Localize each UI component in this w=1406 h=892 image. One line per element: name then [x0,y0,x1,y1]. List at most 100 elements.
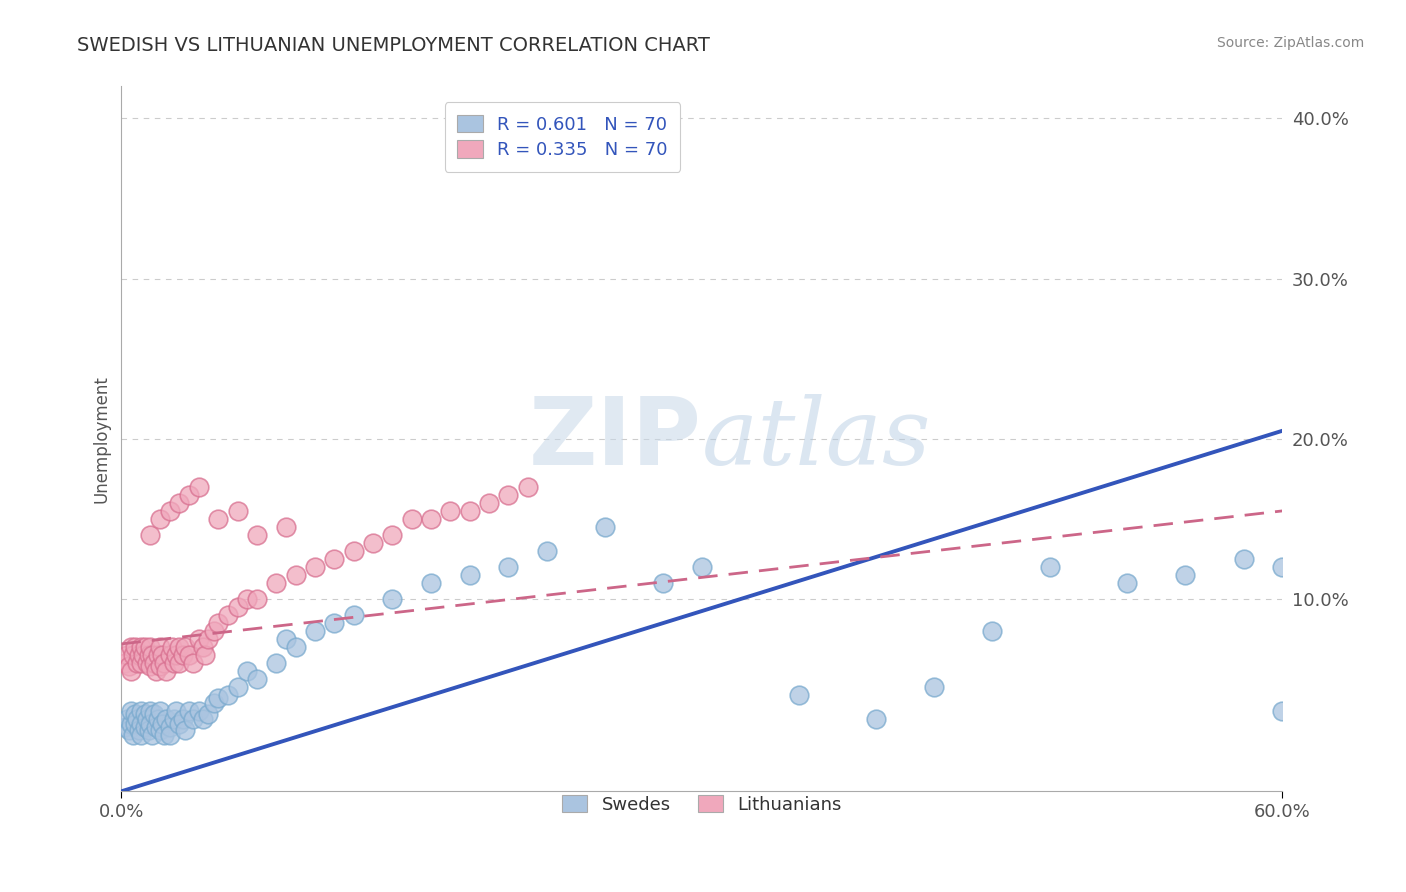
Lithuanians [197,632,219,646]
Swedes [118,723,141,738]
Swedes [922,680,945,694]
Lithuanians [458,504,481,518]
Swedes [1039,560,1062,574]
Lithuanians [323,552,346,566]
Swedes [179,704,201,718]
Lithuanians [172,648,194,662]
Swedes [498,560,520,574]
Swedes [217,688,239,702]
Lithuanians [145,664,167,678]
Lithuanians [217,608,239,623]
Lithuanians [401,512,423,526]
Swedes [304,624,326,638]
Lithuanians [169,656,191,670]
Lithuanians [207,512,229,526]
Swedes [124,707,146,722]
Lithuanians [165,648,187,662]
Lithuanians [125,656,148,670]
Lithuanians [149,512,172,526]
Swedes [1232,552,1254,566]
Swedes [284,640,307,654]
Swedes [652,576,675,591]
Lithuanians [117,648,139,662]
Lithuanians [159,504,181,518]
Lithuanians [498,488,520,502]
Swedes [187,704,209,718]
Lithuanians [187,632,209,646]
Swedes [163,712,186,726]
Lithuanians [149,659,172,673]
Lithuanians [139,659,162,673]
Y-axis label: Unemployment: Unemployment [93,375,110,503]
Swedes [159,720,181,734]
Text: atlas: atlas [702,394,931,483]
Swedes [172,712,194,726]
Swedes [139,704,162,718]
Swedes [153,728,176,742]
Lithuanians [284,568,307,582]
Swedes [174,723,197,738]
Swedes [264,656,287,670]
Swedes [120,717,142,731]
Swedes [226,680,249,694]
Lithuanians [194,648,217,662]
Lithuanians [207,616,229,631]
Lithuanians [122,648,145,662]
Swedes [148,712,170,726]
Swedes [120,704,142,718]
Lithuanians [139,640,162,654]
Lithuanians [114,656,136,670]
Lithuanians [174,640,197,654]
Swedes [141,728,163,742]
Swedes [381,592,404,607]
Lithuanians [439,504,461,518]
Swedes [323,616,346,631]
Lithuanians [179,488,201,502]
Lithuanians [143,656,166,670]
Swedes [169,717,191,731]
Lithuanians [264,576,287,591]
Swedes [202,696,225,710]
Text: ZIP: ZIP [529,392,702,485]
Swedes [114,720,136,734]
Lithuanians [139,528,162,542]
Swedes [181,712,204,726]
Swedes [134,720,156,734]
Lithuanians [134,640,156,654]
Swedes [139,717,162,731]
Lithuanians [155,664,177,678]
Lithuanians [274,520,297,534]
Lithuanians [128,648,150,662]
Swedes [150,717,173,731]
Lithuanians [163,656,186,670]
Swedes [207,691,229,706]
Swedes [124,717,146,731]
Lithuanians [120,640,142,654]
Swedes [342,608,364,623]
Swedes [149,704,172,718]
Lithuanians [516,480,538,494]
Swedes [274,632,297,646]
Swedes [134,707,156,722]
Lithuanians [181,656,204,670]
Lithuanians [179,648,201,662]
Lithuanians [118,659,141,673]
Swedes [122,728,145,742]
Lithuanians [120,664,142,678]
Swedes [145,720,167,734]
Swedes [197,707,219,722]
Lithuanians [129,656,152,670]
Lithuanians [361,536,384,550]
Swedes [191,712,214,726]
Swedes [129,717,152,731]
Lithuanians [141,648,163,662]
Lithuanians [132,648,155,662]
Lithuanians [246,592,269,607]
Lithuanians [150,648,173,662]
Lithuanians [236,592,259,607]
Swedes [865,712,887,726]
Lithuanians [153,656,176,670]
Lithuanians [169,496,191,510]
Legend: Swedes, Lithuanians: Swedes, Lithuanians [551,784,852,824]
Swedes [1271,704,1294,718]
